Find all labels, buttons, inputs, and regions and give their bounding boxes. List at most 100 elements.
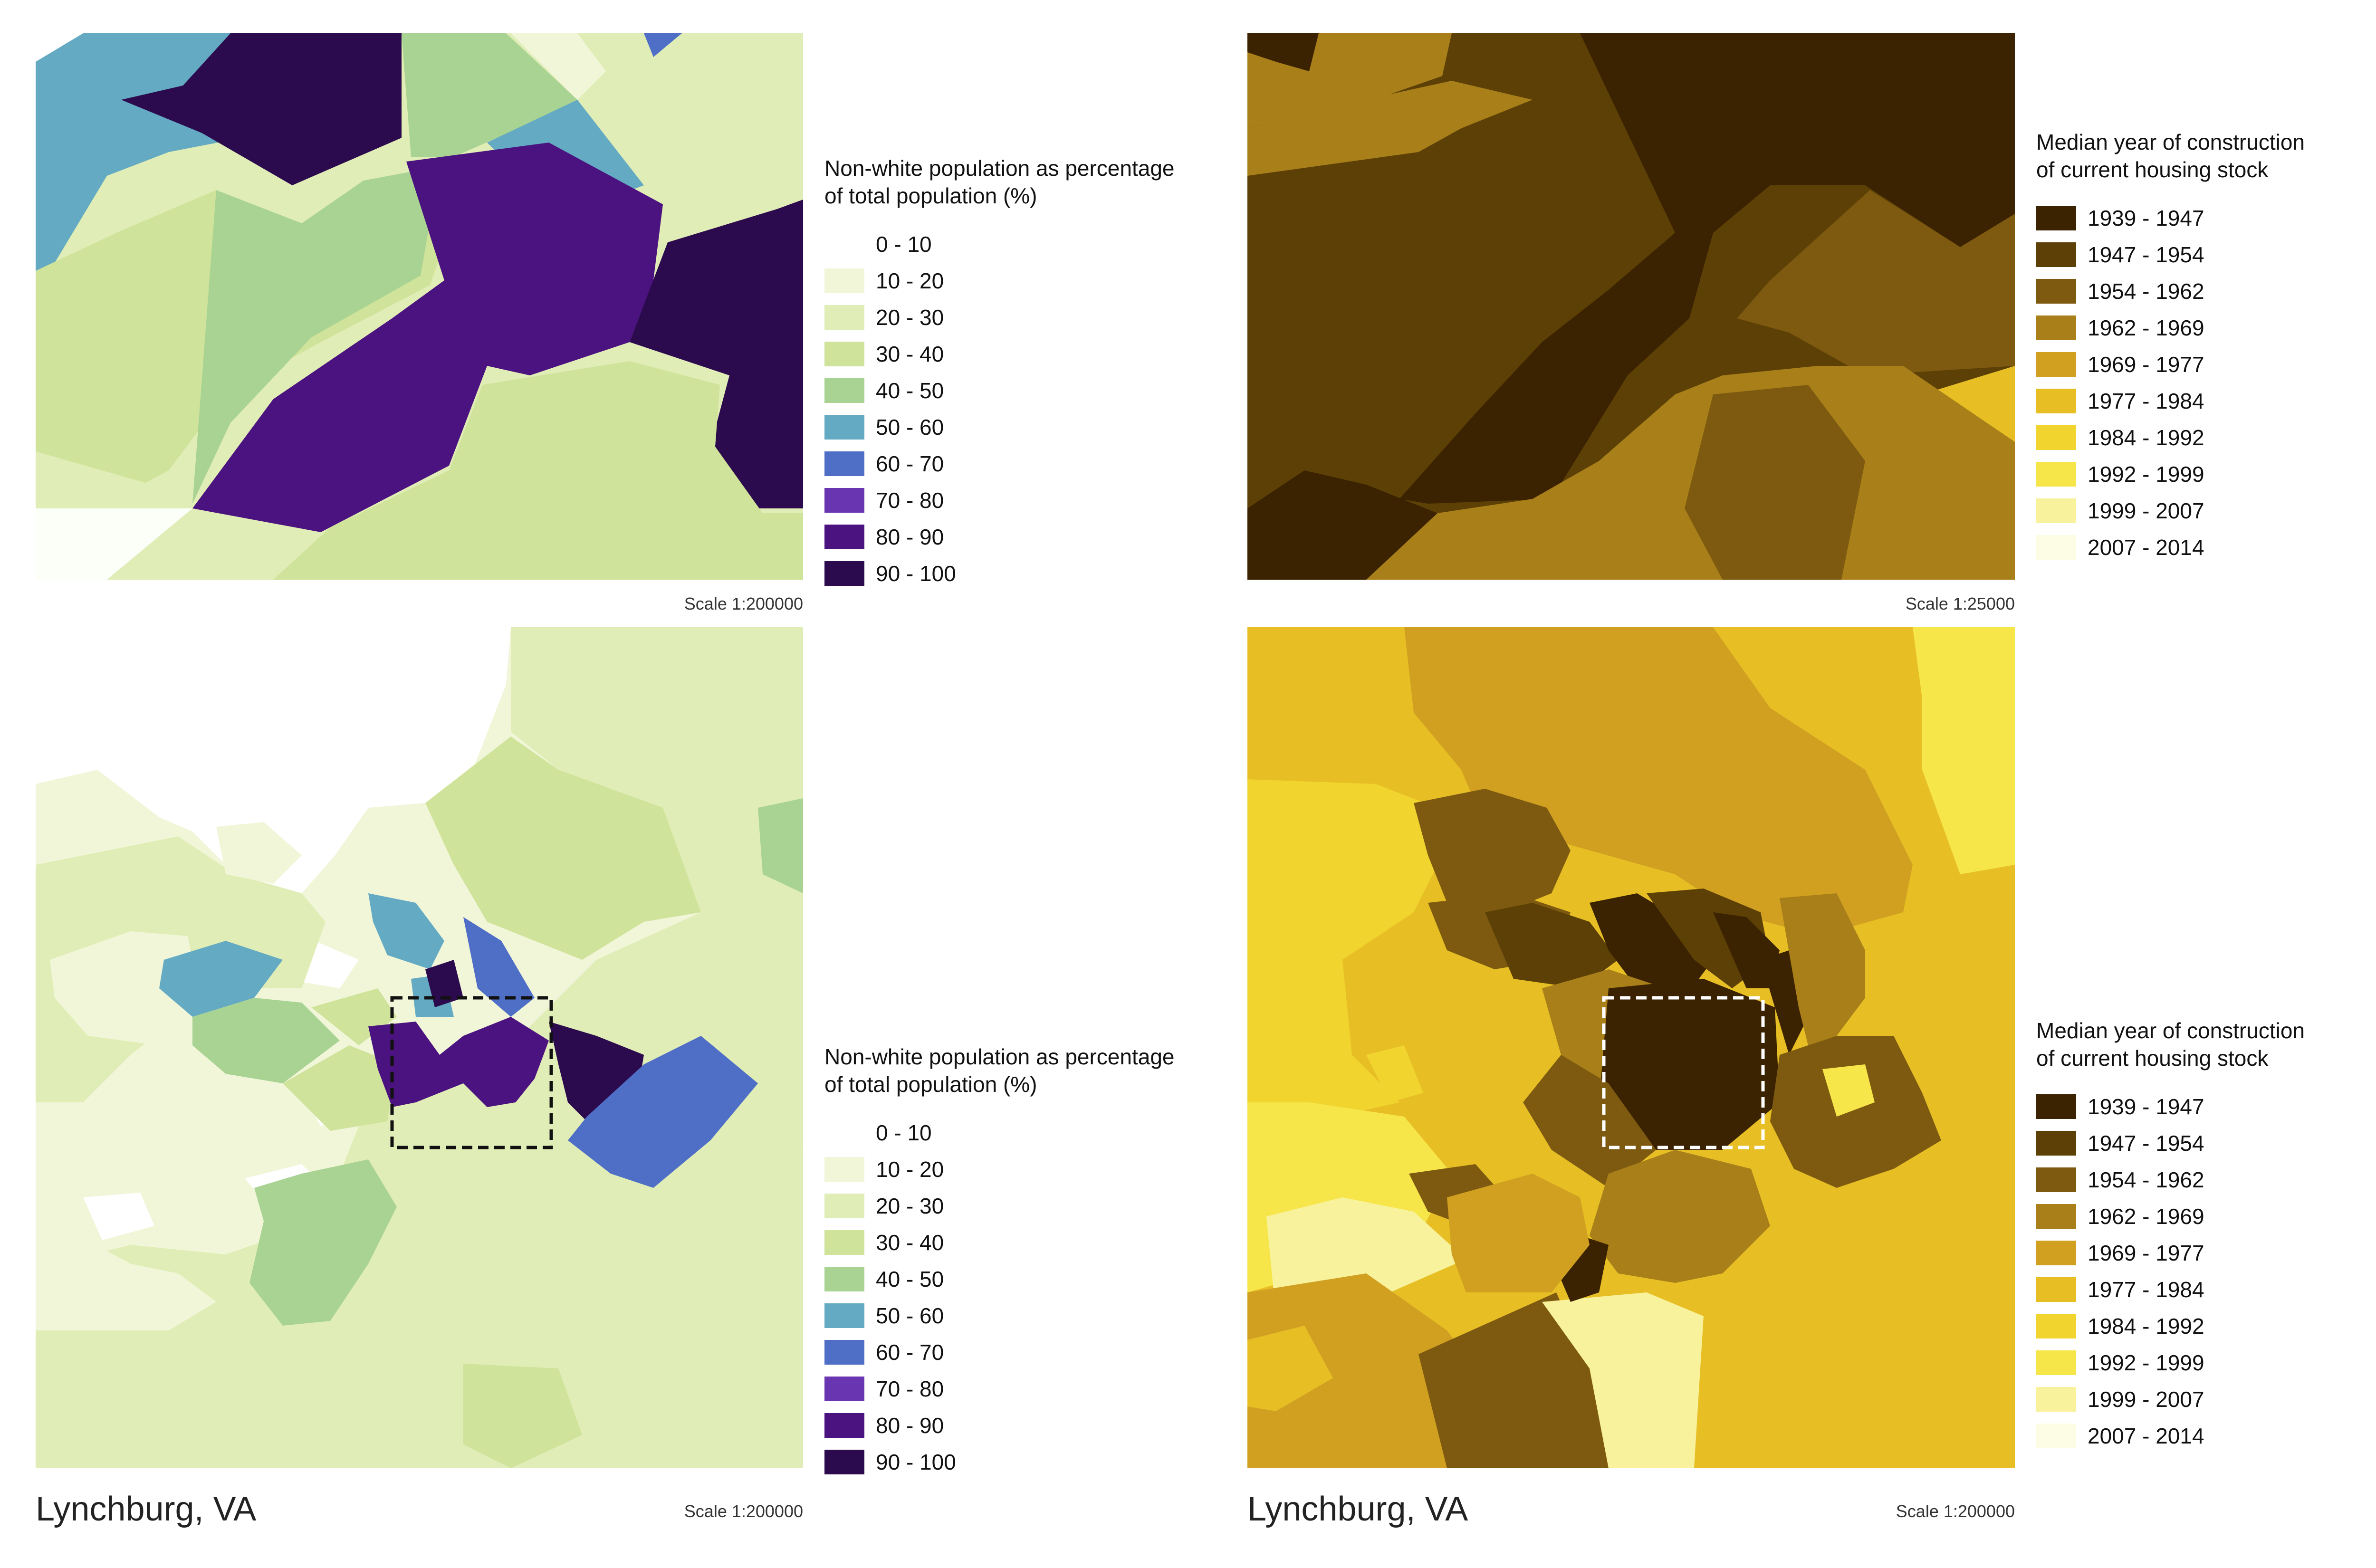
legend-swatch: [2036, 388, 2076, 413]
legend-swatch: [824, 378, 864, 403]
legend-label: 1992 - 1999: [2088, 1350, 2204, 1375]
legend-swatch: [2036, 315, 2076, 340]
legend-item: 0 - 10: [824, 1114, 1233, 1151]
legend-label: 2007 - 2014: [2088, 535, 2204, 560]
legend-item: 1999 - 2007: [2036, 1381, 2376, 1417]
legend-label: 1962 - 1969: [2088, 1204, 2204, 1229]
legend-swatch: [824, 1230, 864, 1255]
legend-item: 1977 - 1984: [2036, 382, 2376, 419]
legend-item: 50 - 60: [824, 1297, 1233, 1334]
legend-housing-bottom: Median year of construction of current h…: [2036, 1017, 2376, 1454]
legend-item: 0 - 10: [824, 226, 1233, 262]
legend-item: 1984 - 1992: [2036, 1308, 2376, 1344]
legend-item: 2007 - 2014: [2036, 1417, 2376, 1454]
legend-label: 10 - 20: [876, 1157, 944, 1182]
legend-label: 1977 - 1984: [2088, 1277, 2204, 1302]
legend-swatch: [824, 1266, 864, 1291]
legend-label: 30 - 40: [876, 341, 944, 366]
legend-item: 1947 - 1954: [2036, 1125, 2376, 1161]
legend-label: 30 - 40: [876, 1230, 944, 1255]
map-housing-city[interactable]: [1247, 627, 2015, 1468]
legend-label: 1954 - 1962: [2088, 278, 2204, 304]
legend-item: 1969 - 1977: [2036, 1234, 2376, 1271]
legend-swatch: [2036, 1313, 2076, 1339]
legend-swatch: [2036, 498, 2076, 523]
legend-label: 2007 - 2014: [2088, 1423, 2204, 1448]
legend-label: 50 - 60: [876, 1303, 944, 1328]
legend-item: 10 - 20: [824, 262, 1233, 299]
legend-label: 20 - 30: [876, 1193, 944, 1218]
legend-item: 1977 - 1984: [2036, 1271, 2376, 1308]
legend-label: 70 - 80: [876, 1376, 944, 1401]
legend-swatch: [824, 268, 864, 293]
legend-item: 90 - 100: [824, 1444, 1233, 1480]
legend-title: Non-white population as percentage of to…: [824, 156, 1175, 208]
legend-item: 80 - 90: [824, 1407, 1233, 1444]
legend-item: 1962 - 1969: [2036, 1198, 2376, 1234]
legend-swatch: [2036, 352, 2076, 377]
legend-label: 0 - 10: [876, 231, 932, 257]
legend-swatch: [824, 1120, 864, 1145]
legend-label: 1939 - 1947: [2088, 205, 2204, 230]
legend-item: 20 - 30: [824, 1187, 1233, 1224]
legend-item: 70 - 80: [824, 482, 1233, 518]
legend-item: 1984 - 1992: [2036, 419, 2376, 456]
legend-item: 2007 - 2014: [2036, 529, 2376, 565]
legend-swatch: [2036, 1167, 2076, 1192]
legend-rows: 1939 - 1947 1947 - 1954 1954 - 1962 1962 - …: [2036, 200, 2376, 565]
legend-item: 40 - 50: [824, 372, 1233, 409]
legend-swatch: [824, 1413, 864, 1438]
legend-swatch: [2036, 425, 2076, 450]
legend-swatch: [2036, 1350, 2076, 1375]
legend-item: 60 - 70: [824, 1334, 1233, 1370]
scale-label: Scale 1:25000: [1905, 594, 2015, 613]
legend-swatch: [824, 1157, 864, 1182]
legend-swatch: [824, 341, 864, 366]
legend-item: 30 - 40: [824, 335, 1233, 372]
city-label: Lynchburg, VA: [36, 1490, 257, 1528]
legend-swatch: [824, 1303, 864, 1328]
legend-swatch: [824, 231, 864, 257]
legend-swatch: [2036, 1240, 2076, 1265]
legend-swatch: [2036, 242, 2076, 267]
legend-item: 1954 - 1962: [2036, 1161, 2376, 1198]
legend-swatch: [2036, 205, 2076, 230]
legend-item: 10 - 20: [824, 1151, 1233, 1187]
legend-label: 1947 - 1954: [2088, 242, 2204, 267]
legend-label: 1969 - 1977: [2088, 352, 2204, 377]
legend-label: 60 - 70: [876, 1339, 944, 1365]
legend-swatch: [2036, 1094, 2076, 1119]
map-housing-detail[interactable]: [1247, 33, 2015, 580]
legend-swatch: [824, 524, 864, 549]
legend-item: 1992 - 1999: [2036, 1344, 2376, 1381]
legend-item: 20 - 30: [824, 299, 1233, 335]
legend-rows: 1939 - 1947 1947 - 1954 1954 - 1962 1962 - …: [2036, 1088, 2376, 1454]
legend-rows: 0 - 10 10 - 20 20 - 30 30 - 40 40 - 50 50 - 6…: [824, 1114, 1233, 1480]
legend-item: 30 - 40: [824, 1224, 1233, 1261]
map-population-detail[interactable]: [36, 33, 803, 580]
legend-item: 1992 - 1999: [2036, 456, 2376, 492]
legend-swatch: [824, 561, 864, 586]
legend-housing-top: Median year of construction of current h…: [2036, 128, 2376, 565]
legend-label: 1984 - 1992: [2088, 425, 2204, 450]
legend-swatch: [2036, 1277, 2076, 1302]
legend-swatch: [2036, 461, 2076, 487]
legend-swatch: [824, 414, 864, 440]
legend-label: 90 - 100: [876, 1449, 956, 1474]
map-population-city[interactable]: [36, 627, 803, 1468]
legend-swatch: [824, 488, 864, 513]
scale-label: Scale 1:200000: [1896, 1501, 2015, 1521]
legend-label: 40 - 50: [876, 378, 944, 403]
legend-item: 60 - 70: [824, 445, 1233, 482]
legend-item: 1939 - 1947: [2036, 200, 2376, 236]
legend-label: 10 - 20: [876, 268, 944, 293]
legend-label: 50 - 60: [876, 414, 944, 440]
legend-label: 1939 - 1947: [2088, 1094, 2204, 1119]
legend-swatch: [2036, 278, 2076, 304]
legend-item: 1954 - 1962: [2036, 273, 2376, 309]
legend-population-bottom: Non-white population as percentage of to…: [824, 1043, 1233, 1480]
legend-item: 1947 - 1954: [2036, 236, 2376, 273]
legend-title: Non-white population as percentage of to…: [824, 1044, 1175, 1097]
legend-item: 1999 - 2007: [2036, 492, 2376, 529]
legend-item: 70 - 80: [824, 1370, 1233, 1407]
